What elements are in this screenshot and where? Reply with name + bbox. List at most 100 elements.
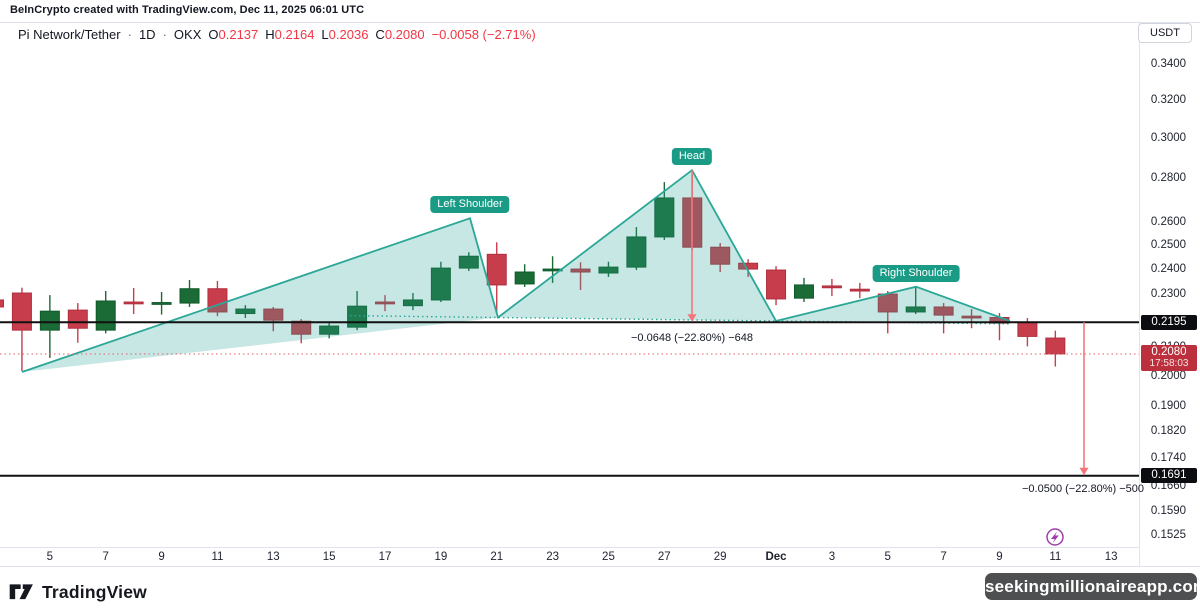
time-tick-label: 17 — [378, 551, 392, 563]
price-tick-label: 0.2800 — [1150, 172, 1187, 185]
legend-separator: · — [127, 26, 132, 42]
time-tick-label: 13 — [1104, 551, 1118, 563]
time-tick-label: 19 — [434, 551, 448, 563]
price-axis-border — [1139, 22, 1140, 566]
time-tick-label: 7 — [102, 551, 109, 563]
currency-toggle-button[interactable]: USDT — [1138, 23, 1192, 43]
interval-label[interactable]: 1D — [138, 26, 156, 42]
ohlc-pair: L0.2036 — [321, 26, 369, 42]
price-tick-label: 0.3400 — [1150, 58, 1187, 70]
price-tick-label: 0.1820 — [1150, 425, 1187, 438]
candle-body — [319, 325, 340, 335]
candle-body — [39, 310, 60, 331]
legend-separator: · — [162, 26, 167, 42]
candle-body — [179, 288, 200, 304]
candles-group — [0, 174, 1066, 372]
price-tick-label: 0.3000 — [1150, 131, 1187, 144]
pattern-badge-head[interactable]: Head — [671, 148, 713, 166]
footer-divider — [0, 566, 1200, 567]
time-tick-label: 15 — [322, 551, 336, 563]
candle-body — [263, 308, 284, 321]
time-tick-label: 29 — [713, 551, 727, 563]
time-tick-label: 5 — [46, 551, 54, 563]
tradingview-logo[interactable]: TradingView — [8, 580, 147, 604]
candle-body — [430, 267, 451, 301]
candle-body — [961, 315, 982, 319]
symbol-name[interactable]: Pi Network/Tether — [18, 26, 121, 42]
tradingview-logo-text: TradingView — [42, 581, 147, 602]
pattern-fill — [498, 170, 776, 321]
candle-body — [11, 292, 32, 331]
candle-body — [793, 284, 814, 299]
candle-body — [905, 306, 926, 313]
price-tick-label: 0.2600 — [1150, 215, 1187, 228]
time-tick-label: 9 — [996, 551, 1003, 563]
flash-pattern-icon[interactable] — [1046, 528, 1064, 546]
head-shoulders-pattern[interactable] — [21, 168, 1011, 373]
time-tick-label: Dec — [765, 551, 787, 563]
measure-arrowhead-icon — [1079, 467, 1089, 476]
candle-body — [1045, 337, 1066, 355]
price-tick-label: 0.2300 — [1150, 287, 1187, 300]
candle-body — [626, 236, 647, 268]
candle-body — [458, 255, 479, 269]
time-tick-label: 11 — [1049, 551, 1062, 563]
price-tick-label: 0.2500 — [1150, 238, 1187, 251]
pattern-fill — [22, 218, 498, 373]
pattern-badge-right-shoulder[interactable]: Right Shoulder — [872, 264, 960, 282]
candle-body — [123, 301, 144, 305]
symbol-legend[interactable]: Pi Network/Tether · 1D · OKX O0.2137 H0.2… — [18, 26, 536, 42]
time-tick-label: 3 — [828, 551, 836, 563]
change-value: −0.0058 (−2.71%) — [431, 26, 536, 42]
watermark-badge: seekingmillionaireapp.com — [985, 573, 1200, 600]
price-tick-label: 0.1590 — [1150, 504, 1187, 517]
pattern-badge-left-shoulder[interactable]: Left Shoulder — [430, 196, 510, 214]
time-axis-border — [0, 547, 1139, 548]
measure-label: −0.0648 (−22.80%) −648 — [630, 332, 754, 344]
candle-body — [710, 246, 731, 265]
header-divider — [0, 22, 1200, 23]
candle-body — [849, 288, 870, 292]
measure-arrowhead-icon — [687, 314, 697, 322]
candle-body — [235, 308, 256, 315]
tradingview-logo-icon — [9, 584, 33, 600]
ohlc-values: O0.2137 H0.2164 L0.2036 C0.2080 — [208, 27, 424, 42]
candle-body — [402, 299, 423, 307]
time-tick-label: 5 — [884, 551, 891, 563]
level-price-label: 0.1691 — [1141, 468, 1197, 484]
candle-body — [514, 271, 535, 285]
measure-label: −0.0500 (−22.80%) −500 — [1021, 483, 1145, 495]
time-tick-label: 23 — [546, 551, 559, 563]
price-tick-label: 0.1525 — [1150, 529, 1187, 542]
time-tick-label: 21 — [490, 551, 504, 563]
level-price-label: 0.2195 — [1141, 314, 1197, 330]
chart-pane[interactable] — [0, 22, 1139, 547]
ohlc-pair: C0.2080 — [375, 26, 425, 42]
candle-body — [151, 302, 172, 305]
time-tick-label: 7 — [940, 551, 947, 563]
candle-body — [291, 320, 312, 335]
time-tick-label: 25 — [602, 551, 615, 563]
candle-body — [821, 285, 842, 289]
candle-body — [654, 197, 675, 238]
time-tick-label: 11 — [211, 551, 224, 563]
candle-body — [0, 299, 4, 308]
candle-body — [933, 306, 954, 316]
price-tick-label: 0.2000 — [1150, 370, 1187, 382]
time-tick-label: 13 — [266, 551, 280, 563]
candle-body — [542, 268, 563, 272]
exchange-label: OKX — [173, 26, 202, 42]
candle-body — [570, 268, 591, 273]
price-tick-label: 0.2400 — [1150, 262, 1187, 275]
current-price-value: 0.2080 — [1151, 345, 1187, 358]
time-tick-label: 9 — [158, 551, 165, 563]
ohlc-pair: H0.2164 — [265, 26, 315, 42]
candle-body — [67, 309, 88, 329]
candle-body — [598, 266, 619, 274]
current-price-label: 0.2080 17:58:03 — [1141, 344, 1197, 371]
candle-body — [766, 269, 787, 300]
price-tick-label: 0.1900 — [1150, 400, 1187, 413]
candle-body — [486, 253, 507, 286]
